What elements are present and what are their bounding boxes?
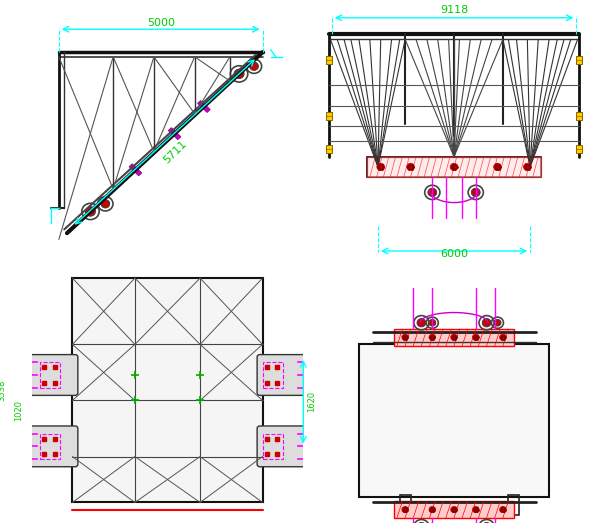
FancyBboxPatch shape: [257, 426, 306, 467]
Bar: [508, 495, 519, 515]
Bar: [263, 362, 283, 388]
FancyBboxPatch shape: [257, 355, 306, 395]
Circle shape: [407, 163, 415, 170]
Text: 1620: 1620: [307, 391, 316, 412]
Bar: [359, 345, 549, 497]
Circle shape: [402, 334, 409, 340]
Text: 3538: 3538: [0, 379, 7, 401]
Text: 6000: 6000: [440, 249, 468, 259]
Circle shape: [451, 506, 457, 513]
Circle shape: [417, 319, 426, 327]
Text: 9118: 9118: [440, 5, 468, 15]
Circle shape: [500, 506, 506, 513]
Bar: [367, 157, 541, 177]
Circle shape: [429, 320, 435, 326]
Bar: [72, 278, 263, 502]
Circle shape: [451, 334, 457, 340]
Bar: [129, 164, 142, 176]
Circle shape: [472, 506, 479, 513]
Bar: [576, 145, 582, 153]
Bar: [394, 329, 514, 346]
Circle shape: [482, 319, 491, 327]
Bar: [326, 56, 332, 64]
Circle shape: [494, 320, 501, 326]
Bar: [263, 434, 283, 459]
FancyBboxPatch shape: [29, 426, 78, 467]
Circle shape: [472, 189, 480, 196]
Bar: [576, 56, 582, 64]
Bar: [367, 157, 541, 177]
Circle shape: [450, 163, 458, 170]
Bar: [326, 145, 332, 153]
Circle shape: [482, 523, 491, 527]
Text: 5000: 5000: [147, 18, 175, 28]
Circle shape: [428, 189, 437, 196]
Circle shape: [523, 163, 531, 170]
Circle shape: [234, 70, 244, 79]
Bar: [40, 362, 60, 388]
Bar: [394, 501, 514, 518]
Text: 5711: 5711: [162, 138, 189, 165]
Bar: [400, 495, 410, 515]
Circle shape: [417, 523, 426, 527]
FancyBboxPatch shape: [29, 355, 78, 395]
Bar: [40, 434, 60, 459]
Bar: [576, 112, 582, 120]
Circle shape: [472, 334, 479, 340]
Bar: [198, 101, 210, 112]
Circle shape: [86, 207, 95, 216]
Circle shape: [402, 506, 409, 513]
Bar: [168, 128, 181, 140]
Text: 1020: 1020: [14, 400, 23, 421]
Circle shape: [429, 506, 435, 513]
Circle shape: [101, 200, 109, 208]
Circle shape: [500, 334, 506, 340]
Circle shape: [429, 334, 435, 340]
Circle shape: [250, 62, 258, 70]
Bar: [326, 112, 332, 120]
Circle shape: [494, 163, 501, 170]
Circle shape: [377, 163, 384, 170]
